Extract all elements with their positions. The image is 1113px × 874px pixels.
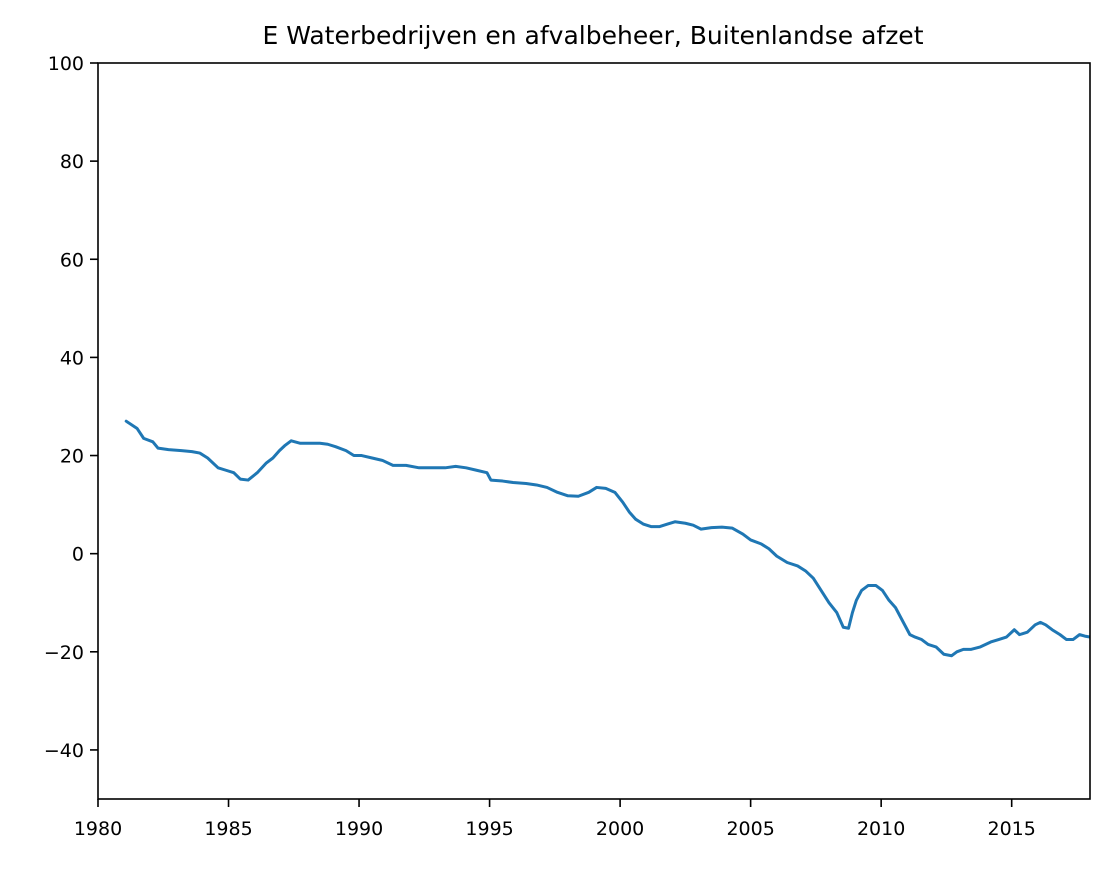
y-tick-label: 60 — [60, 249, 84, 271]
x-tick-label: 2015 — [988, 818, 1036, 840]
y-axis: −40 −20 0 20 40 60 80 100 — [44, 53, 98, 762]
chart-title: E Waterbedrijven en afvalbeheer, Buitenl… — [262, 21, 923, 50]
plot-frame — [97, 62, 1091, 800]
y-tick-label: 100 — [48, 53, 84, 75]
y-tick-label: 40 — [60, 347, 84, 369]
x-tick-label: 1995 — [465, 818, 513, 840]
y-tick-label: −40 — [44, 740, 84, 762]
x-tick-label: 1990 — [335, 818, 383, 840]
y-tick-label: 80 — [60, 151, 84, 173]
y-tick-label: 0 — [72, 544, 84, 566]
y-tick-label: 20 — [60, 446, 84, 468]
x-tick-label: 1980 — [74, 818, 122, 840]
series-line — [124, 419, 1090, 658]
x-tick-label: 2000 — [596, 818, 644, 840]
x-axis: 1980 1985 1990 1995 2000 2005 2010 2015 — [74, 799, 1036, 840]
y-tick-label: −20 — [44, 642, 84, 664]
x-tick-label: 2010 — [857, 818, 905, 840]
x-tick-label: 1985 — [204, 818, 252, 840]
x-tick-label: 2005 — [726, 818, 774, 840]
